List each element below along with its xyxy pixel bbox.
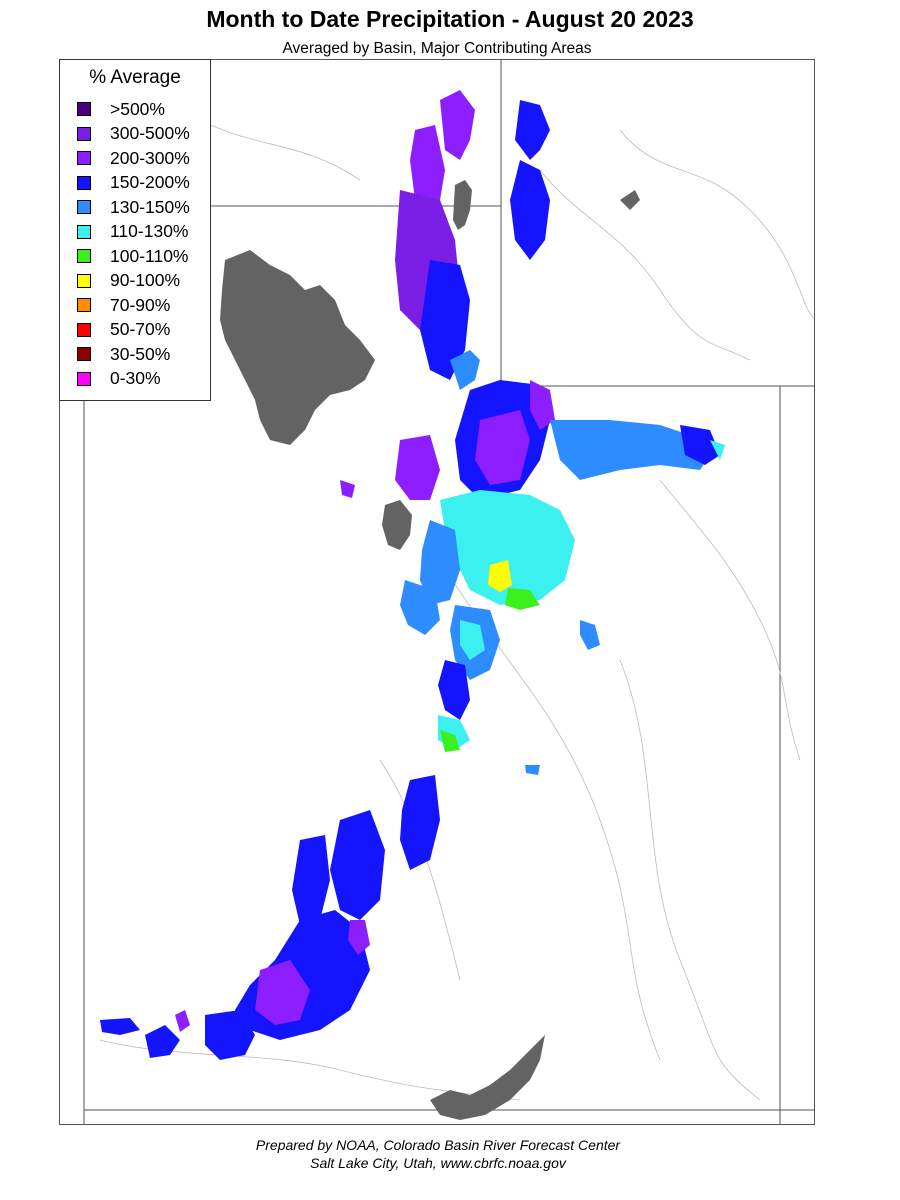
basin-150-200: [100, 1018, 140, 1035]
legend-swatch: [77, 102, 91, 116]
legend-title: % Average: [89, 67, 181, 88]
basin-150-200: [145, 1025, 180, 1058]
map-frame: [59, 59, 815, 1125]
basin-200-300: [175, 1010, 190, 1032]
legend-label: 0-30%: [110, 368, 161, 388]
legend-item: 200-300%: [77, 147, 190, 169]
legend-swatch: [77, 175, 91, 190]
legend-label: >500%: [110, 98, 165, 119]
basin-110-130: [460, 620, 485, 660]
basin-200-300: [348, 920, 370, 955]
basin-150-200: [400, 775, 440, 870]
basin-150-200: [515, 100, 550, 160]
basin-polygons: [100, 90, 725, 1060]
utah-lake: [382, 500, 412, 550]
water-bodies: [220, 180, 640, 1120]
basin-100-110: [505, 588, 540, 610]
legend-item: 70-90%: [77, 294, 170, 316]
map-subtitle: Averaged by Basin, Major Contributing Ar…: [282, 40, 592, 57]
legend-swatch: [77, 347, 91, 361]
basin-130-150: [450, 350, 480, 390]
legend-label: 90-100%: [110, 270, 181, 290]
legend-label: 30-50%: [110, 343, 171, 364]
basin-150-200: [438, 660, 470, 720]
bear-lake: [453, 180, 472, 230]
legend-swatch: [77, 273, 91, 288]
legend-item: 300-500%: [77, 123, 190, 145]
great-salt-lake: [220, 250, 375, 445]
basin-130-150: [420, 520, 460, 605]
basin-outline: [619, 129, 814, 319]
basin-150-200: [510, 160, 550, 260]
basin-200-300: [395, 435, 440, 500]
basin-130-150: [400, 580, 440, 635]
basin-150-200: [205, 1010, 255, 1060]
legend-item: 30-50%: [77, 343, 170, 365]
legend-item: 100-110%: [77, 245, 189, 267]
basin-90-100: [488, 560, 512, 592]
basin-150-200: [420, 260, 470, 380]
basin-150-200: [330, 810, 385, 920]
basin-150-200: [292, 835, 330, 925]
precipitation-map: [83, 60, 814, 1124]
legend-item: 90-100%: [77, 270, 180, 292]
basin-200-300: [475, 410, 530, 485]
basin-outline: [619, 659, 761, 1101]
basin-150-200: [680, 425, 720, 465]
legend-swatch: [77, 200, 91, 214]
footer-location: Salt Lake City, Utah, www.cbrfc.noaa.gov: [310, 1155, 566, 1171]
basin-200-300: [530, 380, 555, 430]
map-title: Month to Date Precipitation - August 20 …: [206, 6, 694, 32]
footer-credit: Prepared by NOAA, Colorado Basin River F…: [255, 1137, 621, 1153]
map-legend: % Average >500% 300-500% 200-300% 150-200% 1…: [59, 59, 211, 401]
legend-label: 110-130%: [110, 221, 189, 241]
legend-label: 300-500%: [110, 123, 190, 143]
basin-outline: [659, 479, 801, 761]
legend-label: 200-300%: [110, 147, 190, 168]
basin-outlines: [99, 119, 814, 1101]
basin-130-150: [525, 765, 540, 775]
legend-swatch: [77, 322, 91, 337]
basin-outline: [199, 119, 361, 181]
legend-swatch: [77, 371, 91, 386]
legend-swatch: [77, 298, 91, 312]
basin-outline: [539, 169, 751, 361]
legend-item: 50-70%: [77, 319, 170, 341]
legend-item: 130-150%: [77, 196, 190, 218]
legend-swatch: [77, 249, 91, 263]
legend-item: 150-200%: [77, 172, 190, 194]
reservoir: [620, 190, 640, 210]
basin-outline: [379, 759, 461, 981]
basin-110-130: [440, 490, 575, 605]
legend-item: 110-130%: [77, 221, 189, 243]
legend-item: 0-30%: [77, 368, 161, 390]
legend-label: 150-200%: [110, 172, 190, 192]
legend-label: 100-110%: [110, 245, 189, 266]
basin-130-150: [580, 620, 600, 650]
legend-swatch: [77, 151, 91, 165]
basin-130-150: [550, 420, 710, 480]
legend-swatch: [77, 126, 91, 141]
legend-label: 50-70%: [110, 319, 171, 339]
basin-100-110: [440, 730, 460, 752]
basin-110-130: [710, 440, 725, 460]
lake-powell: [430, 1035, 545, 1120]
legend-swatch: [77, 224, 91, 239]
legend-label: 70-90%: [110, 294, 171, 315]
legend-label: 130-150%: [110, 196, 190, 217]
basin-200-300: [255, 960, 310, 1025]
basin-200-300: [440, 90, 475, 160]
basin-200-300: [340, 480, 355, 498]
legend-item: >500%: [77, 98, 165, 120]
